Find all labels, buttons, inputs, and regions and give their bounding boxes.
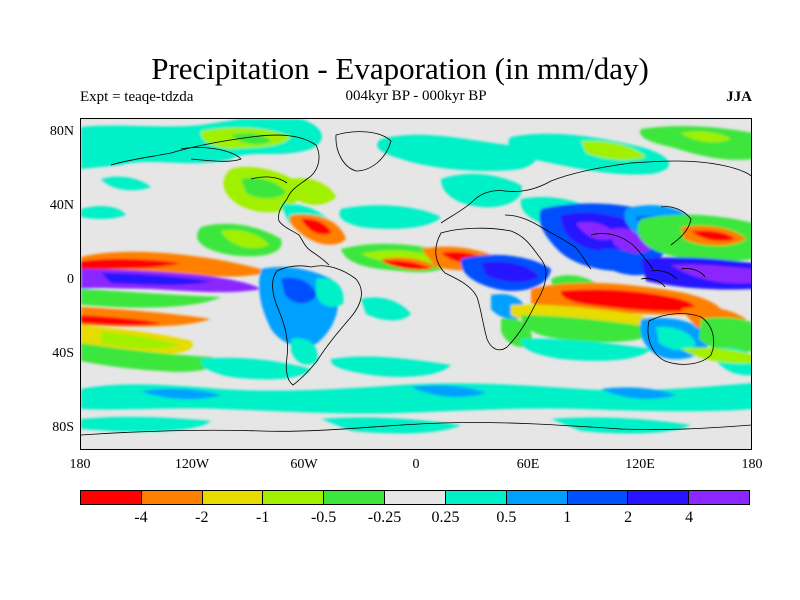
colorbar-swatch xyxy=(324,491,386,504)
colorbar xyxy=(80,490,750,505)
colorbar-label: 1 xyxy=(563,509,572,526)
map-plot xyxy=(80,118,752,450)
period-label: 004kyr BP - 000kyr BP xyxy=(345,88,487,104)
colorbar-label: 0.25 xyxy=(431,509,460,526)
colorbar-label: -0.5 xyxy=(310,509,337,526)
colorbar-swatch xyxy=(445,491,507,504)
colorbar-swatch xyxy=(628,491,690,504)
x-tick-label: 120E xyxy=(625,457,655,472)
experiment-label: Expt = teaqe-tdzda xyxy=(80,89,194,105)
colorbar-swatch xyxy=(202,491,264,504)
y-tick-label: 40N xyxy=(49,198,74,213)
y-tick-label: 0 xyxy=(67,272,74,287)
colorbar-swatch xyxy=(689,491,749,504)
x-tick-label: 180 xyxy=(741,457,763,472)
x-tick-label: 180 xyxy=(69,457,91,472)
x-tick-label: 60W xyxy=(290,457,318,472)
coastlines xyxy=(81,131,751,436)
colorbar-label: -1 xyxy=(256,509,270,526)
colorbar-swatch xyxy=(567,491,629,504)
y-tick-label: 80N xyxy=(49,124,74,139)
figure-title: Precipitation - Evaporation (in mm/day) xyxy=(151,51,649,86)
colorbar-label: 4 xyxy=(685,509,694,526)
colorbar-label: 2 xyxy=(624,509,633,526)
colorbar-label: -2 xyxy=(195,509,209,526)
colorbar-label: 0.5 xyxy=(496,509,517,526)
y-tick-label: 80S xyxy=(52,420,74,435)
x-tick-label: 0 xyxy=(412,457,420,472)
colorbar-swatch xyxy=(263,491,325,504)
season-label: JJA xyxy=(726,89,752,105)
colorbar-swatch xyxy=(141,491,203,504)
x-tick-label: 60E xyxy=(516,457,540,472)
x-tick-label: 120W xyxy=(174,457,210,472)
y-tick-label: 40S xyxy=(52,346,74,361)
map-field xyxy=(81,119,751,436)
colorbar-label: -0.25 xyxy=(367,509,402,526)
colorbar-swatch xyxy=(385,491,446,504)
colorbar-swatch xyxy=(506,491,568,504)
colorbar-label: -4 xyxy=(134,509,148,526)
colorbar-swatch xyxy=(81,491,142,504)
